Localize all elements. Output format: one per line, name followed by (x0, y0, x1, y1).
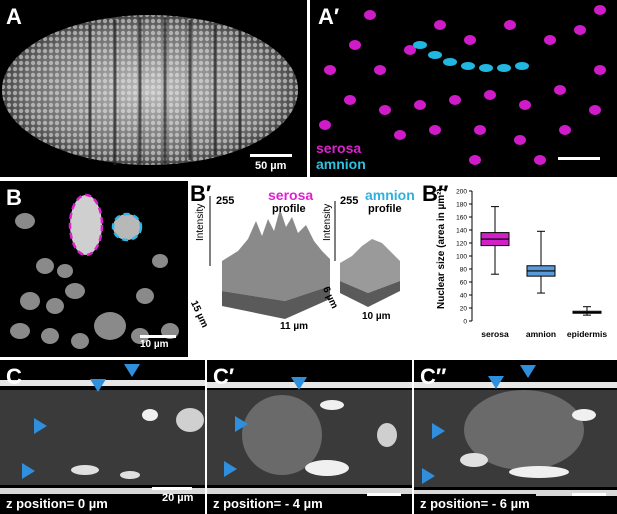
y-tick-label: 60 (460, 280, 468, 287)
scale-bar (152, 487, 192, 490)
category-label: serosa (481, 329, 509, 339)
z-slice-image (207, 382, 412, 494)
scale-bar-label: 10 µm (140, 339, 169, 350)
amnion-intensity-axis-label: Intensity (322, 203, 333, 241)
arrowhead-icon (520, 365, 536, 378)
serosa-profile-title: serosa (268, 187, 314, 203)
arrowhead-icon (488, 376, 504, 389)
panel-label-a-prime: A′ (318, 4, 340, 29)
scale-bar (250, 154, 292, 157)
panel-label-a: A (6, 4, 22, 29)
box-plot: 0 20 40 60 80 100 120 140 160 180 200 serosa amnion e… (456, 189, 607, 340)
amnion-profile-title: amnion (365, 187, 415, 203)
scale-bar-label: 20 µm (162, 492, 194, 504)
arrowhead-icon (22, 463, 35, 479)
arrowhead-icon (90, 379, 106, 392)
nuclei-image (10, 193, 179, 349)
arrowhead-icon (235, 416, 248, 432)
y-tick-label: 120 (456, 241, 467, 248)
y-tick-label: 100 (456, 254, 467, 261)
amnion-profile-subtitle: profile (368, 203, 402, 215)
amnion-max-label: 255 (340, 195, 359, 207)
arrowhead-icon (291, 377, 307, 390)
panel-c: C 20 µm z position= 0 µm (0, 360, 205, 514)
panel-c-double-prime: C′′ z position= - 6 µm (414, 360, 617, 514)
serosa-intensity-axis-label: Intensity (195, 203, 206, 241)
panel-b: B 10 µm (0, 181, 188, 357)
serosa-amnion-image (319, 5, 606, 165)
z-position-label: z position= 0 µm (0, 494, 114, 514)
scale-bar-label: 50 µm (255, 160, 287, 172)
z-slice-image (0, 380, 205, 494)
panel-label-c: C (6, 364, 22, 389)
embryo-image (2, 15, 298, 165)
z-slice-image (414, 382, 617, 496)
arrowhead-icon (422, 468, 435, 484)
legend-serosa: serosa (316, 140, 362, 156)
category-label: amnion (526, 329, 556, 339)
panel-a: A 50 µm (0, 0, 307, 177)
amnion-axis-b-label: 10 µm (362, 311, 391, 322)
panel-label-c-double-prime: C′′ (420, 364, 447, 389)
serosa-axis-b-label: 11 µm (280, 321, 309, 332)
panel-b-double-prime: B′′ Nuclear size (area in µm²) 0 20 40 60 80… (422, 181, 617, 357)
panel-b-prime: B′ 255 serosa profile Intensity 15 µm 11… (188, 181, 420, 357)
y-tick-label: 0 (463, 319, 467, 326)
panel-c-prime: C′ z position= - 4 µm (207, 360, 412, 514)
arrowhead-icon (34, 418, 47, 434)
arrowhead-icon (224, 461, 237, 477)
y-tick-label: 20 (460, 306, 468, 313)
scale-bar (558, 157, 600, 160)
serosa-max-label: 255 (216, 195, 235, 207)
scale-bar (572, 493, 606, 496)
y-tick-label: 200 (456, 189, 467, 196)
category-label: epidermis (567, 329, 607, 339)
arrowhead-icon (432, 423, 445, 439)
legend-amnion: amnion (316, 156, 366, 172)
panel-a-prime: A′ serosa amnion (310, 0, 617, 177)
intensity-profiles (209, 196, 400, 319)
scale-bar (140, 335, 176, 338)
panel-label-b-double-prime: B′′ (422, 181, 449, 206)
y-tick-label: 80 (460, 267, 468, 274)
y-tick-label: 140 (456, 228, 467, 235)
serosa-profile-subtitle: profile (272, 203, 306, 215)
arrowhead-icon (124, 364, 140, 377)
y-tick-label: 40 (460, 293, 468, 300)
y-tick-label: 180 (456, 202, 467, 209)
z-position-label: z position= - 6 µm (414, 494, 536, 514)
y-tick-label: 160 (456, 215, 467, 222)
z-position-label: z position= - 4 µm (207, 494, 329, 514)
panel-label-b: B (6, 185, 22, 210)
panel-label-c-prime: C′ (213, 364, 235, 389)
scale-bar (367, 493, 401, 496)
panel-label-b-prime: B′ (190, 181, 212, 206)
